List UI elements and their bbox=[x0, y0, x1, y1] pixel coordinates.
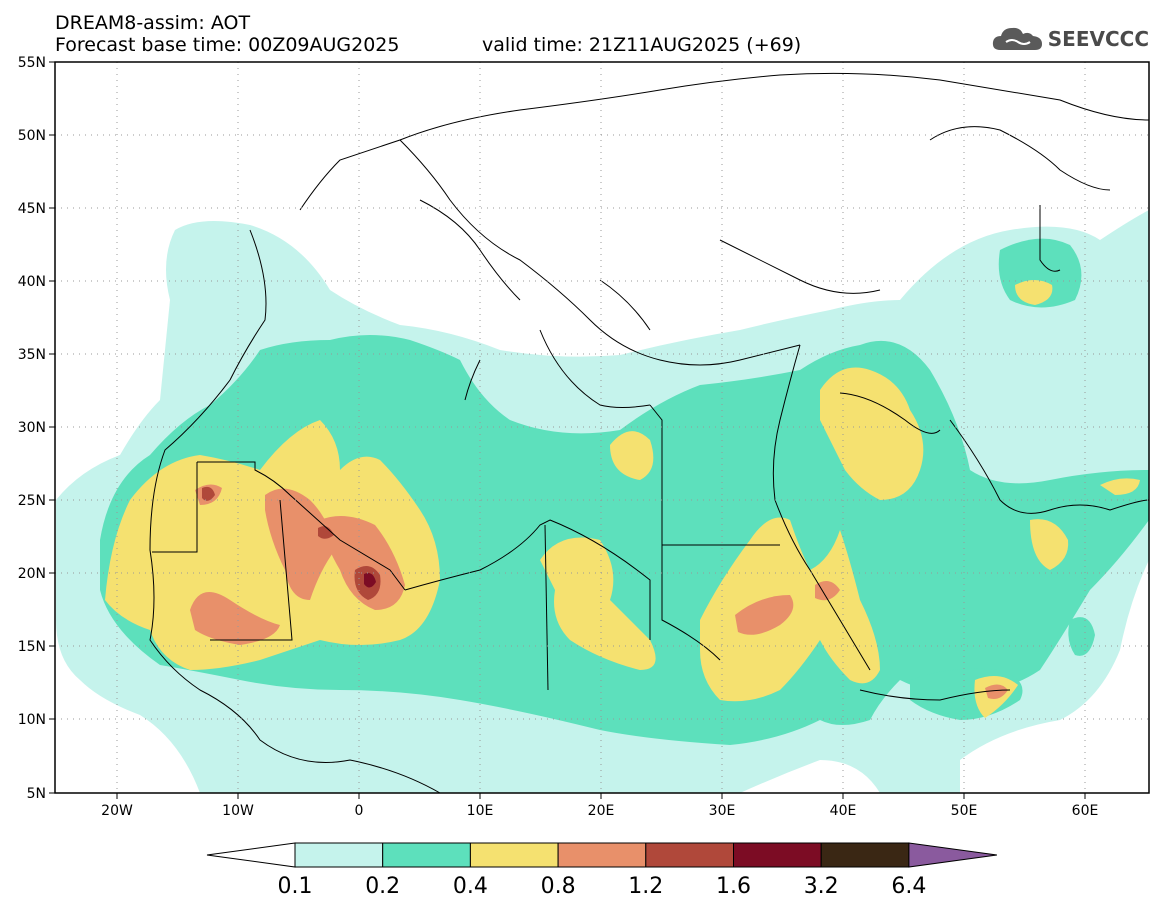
lon-label: 40E bbox=[830, 803, 857, 819]
lat-label: 45N bbox=[18, 201, 46, 217]
aot-layer-1-6 bbox=[364, 573, 376, 588]
lon-axis: 20W 10W 0 10E 20E 30E 40E 50E 60E bbox=[101, 793, 1098, 819]
logo-text: SEEVCCC bbox=[1047, 27, 1149, 51]
lon-label: 20E bbox=[588, 803, 615, 819]
lat-label: 25N bbox=[18, 493, 46, 509]
lat-label: 30N bbox=[18, 420, 46, 436]
legend-swatch bbox=[469, 842, 559, 868]
lat-label: 15N bbox=[18, 639, 46, 655]
lat-label: 10N bbox=[18, 712, 46, 728]
lon-label: 10W bbox=[222, 803, 254, 819]
legend-label: 0.1 bbox=[278, 874, 313, 899]
legend-arrow-high bbox=[908, 842, 997, 868]
cloud-icon bbox=[992, 27, 1042, 50]
lat-label: 20N bbox=[18, 566, 46, 582]
legend-label: 0.8 bbox=[541, 874, 576, 899]
lat-label: 55N bbox=[18, 55, 46, 71]
valid-time-label: valid time: 21Z11AUG2025 (+69) bbox=[482, 34, 802, 56]
legend-label: 0.4 bbox=[453, 874, 488, 899]
legend-label: 6.4 bbox=[891, 874, 926, 899]
legend-arrow-low bbox=[206, 842, 296, 868]
lon-label: 60E bbox=[1072, 803, 1099, 819]
lon-label: 20W bbox=[101, 803, 133, 819]
lon-label: 50E bbox=[951, 803, 978, 819]
graticule bbox=[55, 62, 1149, 793]
map-area bbox=[54, 61, 1150, 794]
legend-label: 3.2 bbox=[804, 874, 839, 899]
aot-layer-0-8 bbox=[190, 484, 1008, 699]
legend-swatch bbox=[557, 842, 647, 868]
lon-label: 10E bbox=[467, 803, 494, 819]
lon-label: 30E bbox=[709, 803, 736, 819]
lat-label: 35N bbox=[18, 347, 46, 363]
lat-axis: 55N 50N 45N 40N 35N 30N 25N 20N 15N 10N … bbox=[18, 55, 55, 802]
seevccc-logo: SEEVCCC bbox=[992, 24, 1149, 54]
legend-swatch bbox=[382, 842, 471, 868]
lon-label: 0 bbox=[355, 803, 364, 819]
legend-swatch bbox=[733, 842, 822, 868]
base-time-label: Forecast base time: 00Z09AUG2025 bbox=[55, 34, 400, 56]
lat-label: 40N bbox=[18, 274, 46, 290]
lat-label: 50N bbox=[18, 128, 46, 144]
model-title: DREAM8-assim: AOT bbox=[55, 12, 251, 34]
borders bbox=[149, 72, 1150, 794]
color-legend: 0.1 0.2 0.4 0.8 1.2 1.6 3.2 6.4 bbox=[206, 842, 997, 899]
legend-label: 1.6 bbox=[716, 874, 751, 899]
legend-swatch bbox=[820, 842, 910, 868]
legend-label: 1.2 bbox=[628, 874, 663, 899]
legend-label: 0.2 bbox=[365, 874, 400, 899]
lat-label: 5N bbox=[27, 786, 46, 802]
legend-swatch bbox=[294, 842, 384, 868]
legend-swatch bbox=[645, 842, 734, 868]
